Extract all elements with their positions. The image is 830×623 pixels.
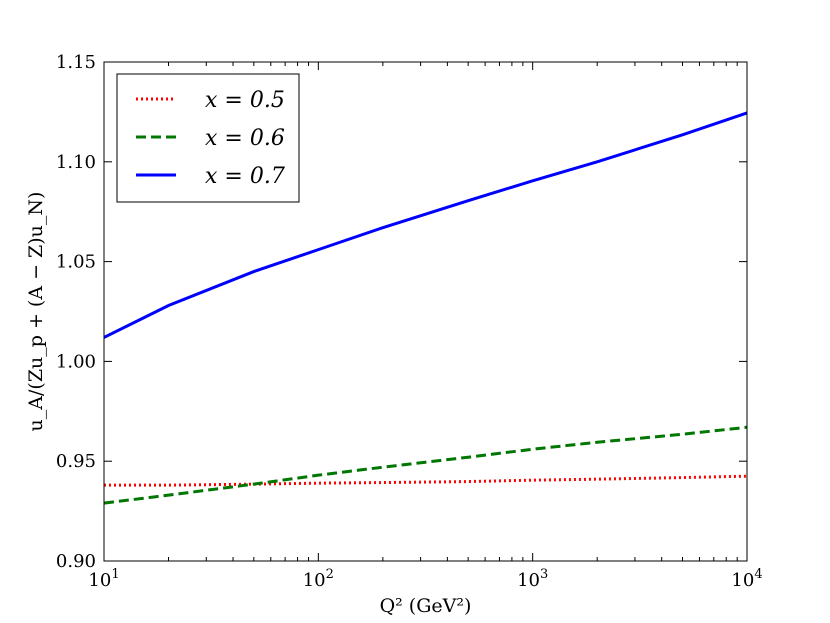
- legend-entry-label: x = 0.5: [205, 88, 285, 113]
- y-tick-label: 1.00: [56, 351, 96, 372]
- legend-box: [116, 73, 300, 203]
- x-tick-label: 102: [303, 567, 334, 591]
- x-tick-label: 103: [517, 567, 548, 591]
- y-axis-label: u_A/(Zu_p + (A − Z)u_N): [25, 192, 47, 432]
- x-tick-label: 101: [88, 567, 119, 591]
- x-axis-label: Q² (GeV²): [380, 595, 472, 617]
- y-tick-label: 1.10: [56, 152, 96, 173]
- y-tick-label: 0.90: [56, 551, 96, 572]
- x-tick-label: 104: [731, 567, 762, 591]
- plot-frame: [103, 61, 748, 562]
- legend: x = 0.5 x = 0.6 x = 0.7: [116, 73, 300, 203]
- series-line-1: [104, 474, 748, 487]
- legend-entry-label: x = 0.6: [205, 126, 285, 151]
- series-line-3: [103, 111, 748, 339]
- y-tick-label: 1.05: [56, 252, 96, 273]
- plot-lines: [103, 111, 748, 505]
- series-line-2: [103, 425, 748, 505]
- y-tick-label: 1.15: [56, 52, 96, 73]
- y-axis-ticks: 0.90 0.95 1.00 1.05 1.10 1.15: [56, 52, 747, 572]
- legend-entry-label: x = 0.7: [205, 164, 285, 189]
- x-axis-ticks: 101 102 103 104: [88, 62, 763, 591]
- y-tick-label: 0.95: [56, 451, 96, 472]
